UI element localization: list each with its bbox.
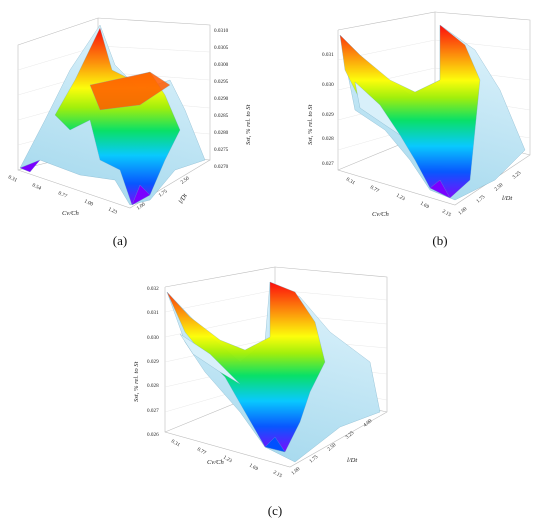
z-tick-a: 0.0300	[214, 62, 229, 68]
z-tick-c: 0.029	[147, 359, 159, 365]
z-tick-b: 0.031	[322, 52, 334, 58]
x-tick-c: 0.77	[196, 447, 207, 457]
x-tick-a: 0.77	[57, 190, 68, 199]
z-tick-a: 0.0290	[214, 96, 229, 102]
y-tick-a: 1.75	[158, 188, 169, 198]
z-axis-label-c: Sst, % rel. to St	[133, 361, 140, 402]
x-tick-b: 1.69	[419, 201, 430, 211]
z-ticks-a: 0.0310 0.0305 0.0300 0.0295 0.0290 0.028…	[214, 28, 229, 170]
y-tick-b: 3.25	[511, 170, 522, 181]
z-tick-c: 0.030	[147, 335, 159, 341]
y-tick-a: 1.00	[136, 201, 147, 211]
x-axis-label-c: Cv/Ch	[207, 459, 225, 466]
z-tick-c: 0.027	[147, 408, 159, 414]
x-ticks-c: 0.31 0.77 1.23 1.69 2.15	[170, 439, 283, 480]
z-tick-a: 0.0295	[214, 79, 229, 85]
y-axis-label-a: l/Dt	[178, 192, 189, 205]
x-tick-b: 0.77	[369, 185, 380, 195]
y-tick-c: 3.25	[344, 430, 355, 441]
z-tick-a: 0.0270	[214, 164, 229, 170]
z-tick-c: 0.032	[147, 286, 159, 292]
panel-b: 0.031 0.030 0.029 0.028 0.027 Sst, % rel…	[280, 10, 548, 225]
x-tick-c: 2.15	[272, 470, 283, 480]
y-ticks-c: 1.00 1.75 2.50 3.25 4.00	[290, 418, 373, 477]
surface-c	[166, 281, 381, 463]
chart-b-svg: 0.031 0.030 0.029 0.028 0.027 Sst, % rel…	[307, 11, 531, 219]
x-axis-label-a: Cv/Ch	[62, 210, 80, 217]
z-tick-b: 0.027	[322, 161, 334, 167]
y-tick-c: 2.50	[326, 442, 337, 453]
x-ticks-a: 0.31 0.54 0.77 1.00 1.23	[7, 174, 118, 215]
surface-b	[339, 24, 526, 201]
caption-c: (c)	[267, 503, 283, 518]
x-tick-b: 0.31	[345, 177, 356, 187]
panel-a: 0.0310 0.0305 0.0300 0.0295 0.0290 0.028…	[0, 10, 270, 225]
z-ticks-c: 0.032 0.031 0.030 0.029 0.028 0.027 0.02…	[147, 286, 159, 438]
z-tick-c: 0.028	[147, 383, 159, 389]
caption-a: (a)	[112, 233, 128, 248]
x-ticks-b: 0.31 0.77 1.23 1.69 2.15	[345, 177, 452, 219]
x-tick-a: 1.23	[107, 206, 118, 215]
y-axis-label-b: l/Dt	[502, 195, 512, 202]
y-ticks-a: 1.00 1.75 2.50	[136, 175, 191, 211]
z-tick-b: 0.030	[322, 82, 334, 88]
z-tick-c: 0.031	[147, 310, 159, 316]
z-ticks-b: 0.031 0.030 0.029 0.028 0.027	[322, 52, 334, 167]
y-tick-b: 2.50	[493, 182, 504, 193]
x-tick-a: 1.00	[83, 198, 94, 207]
z-tick-a: 0.0280	[214, 130, 229, 136]
z-tick-b: 0.028	[322, 136, 334, 142]
z-axis-label-a: Sst, % rel. to St	[245, 104, 252, 145]
z-tick-b: 0.029	[322, 112, 334, 118]
z-tick-a: 0.0285	[214, 113, 229, 119]
z-tick-a: 0.0310	[214, 28, 229, 34]
surface-a	[19, 24, 206, 206]
y-tick-a: 2.50	[180, 175, 191, 185]
z-tick-a: 0.0275	[214, 147, 229, 153]
x-tick-c: 1.69	[248, 463, 259, 473]
x-tick-b: 2.15	[441, 209, 452, 219]
y-tick-b: 1.75	[475, 194, 486, 205]
y-tick-c: 4.00	[362, 418, 373, 429]
x-tick-c: 0.31	[170, 439, 181, 449]
y-axis-label-c: l/Dt	[347, 457, 357, 464]
chart-c-svg: 0.032 0.031 0.030 0.029 0.028 0.027 0.02…	[133, 266, 388, 480]
x-tick-a: 0.54	[31, 182, 42, 191]
z-axis-label-b: Sst, % rel. to St	[307, 104, 314, 145]
caption-b: (b)	[432, 233, 448, 248]
x-axis-label-b: Cv/Ch	[372, 211, 390, 218]
panel-c: 0.032 0.031 0.030 0.029 0.028 0.027 0.02…	[125, 262, 405, 480]
z-tick-a: 0.0305	[214, 45, 229, 51]
x-tick-c: 1.23	[222, 455, 233, 465]
x-tick-a: 0.31	[7, 174, 18, 183]
chart-a-svg: 0.0310 0.0305 0.0300 0.0295 0.0290 0.028…	[7, 17, 252, 217]
x-tick-b: 1.23	[395, 193, 406, 203]
y-tick-c: 1.75	[308, 454, 319, 465]
z-tick-c: 0.026	[147, 432, 159, 438]
y-tick-b: 1.00	[457, 206, 468, 217]
y-tick-c: 1.00	[290, 466, 301, 477]
y-ticks-b: 1.00 1.75 2.50 3.25	[457, 170, 522, 217]
